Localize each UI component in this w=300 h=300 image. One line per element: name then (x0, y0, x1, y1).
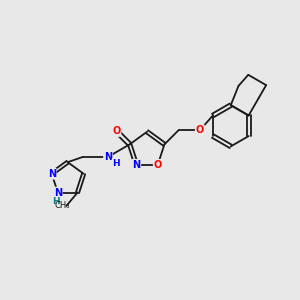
Text: N: N (48, 169, 56, 179)
Text: N: N (104, 152, 112, 162)
Text: O: O (154, 160, 162, 170)
Text: N: N (54, 188, 62, 197)
Text: CH₃: CH₃ (54, 202, 70, 211)
Text: O: O (196, 125, 204, 135)
Text: H: H (112, 159, 120, 168)
Text: N: N (132, 160, 140, 170)
Text: O: O (112, 126, 121, 136)
Text: H: H (52, 197, 60, 206)
